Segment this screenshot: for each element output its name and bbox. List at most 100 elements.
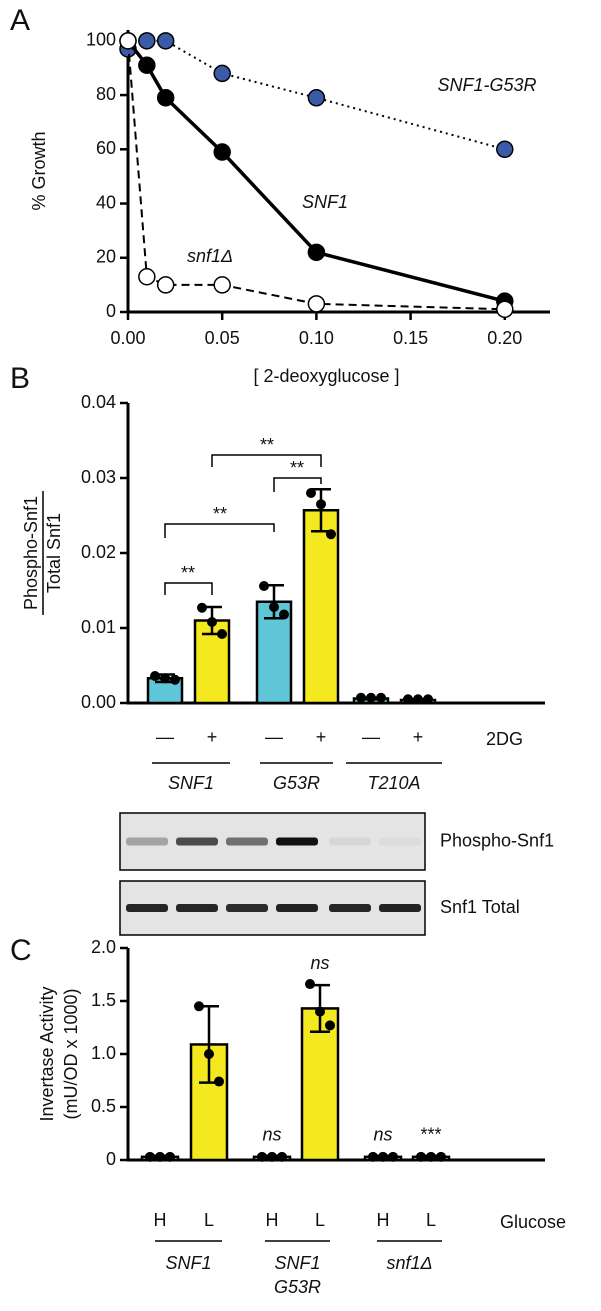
bar	[300, 1007, 340, 1162]
bar	[302, 509, 340, 705]
x-tick-label: 0.10	[299, 328, 334, 348]
panel-letter: B	[10, 362, 30, 395]
blot-band	[379, 904, 421, 912]
series-label: snf1Δ	[187, 246, 233, 266]
data-point	[496, 300, 514, 319]
replicate-point	[155, 1151, 165, 1162]
y-tick-label: 0.02	[81, 542, 116, 562]
replicate-point	[279, 609, 289, 620]
y-axis-label: Phospho-Snf1	[21, 496, 41, 610]
x-tick-label: H	[377, 1210, 390, 1230]
replicate-point	[150, 671, 160, 681]
y-tick-label: 0.5	[91, 1096, 116, 1116]
data-point	[213, 64, 231, 83]
significance-label: ns	[373, 1125, 392, 1145]
blot-band	[379, 837, 421, 846]
replicate-point	[267, 1151, 277, 1162]
y-tick-label: 60	[96, 138, 116, 158]
replicate-point	[368, 1151, 378, 1162]
group-label: G53R	[273, 773, 320, 793]
replicate-point	[376, 692, 386, 703]
x-axis-label: [ 2-deoxyglucose ]	[253, 366, 399, 386]
replicate-point	[160, 673, 170, 684]
blot-band	[329, 904, 371, 912]
data-point	[138, 32, 156, 50]
replicate-point	[207, 617, 217, 627]
y-tick-label: 100	[86, 30, 116, 50]
data-point	[307, 89, 326, 107]
significance-bracket	[211, 454, 322, 467]
significance-label: **	[260, 435, 274, 455]
replicate-point	[170, 674, 180, 685]
replicate-point	[204, 1049, 214, 1059]
replicate-point	[413, 694, 423, 705]
x-tick-label: L	[315, 1210, 325, 1230]
series-line	[127, 39, 506, 151]
x-tick-label: L	[204, 1210, 214, 1230]
replicate-point	[403, 694, 413, 705]
series-line	[127, 40, 505, 311]
replicate-point	[316, 499, 326, 510]
x-tick-label: +	[207, 727, 218, 747]
data-point	[213, 276, 231, 294]
replicate-point	[165, 1151, 175, 1162]
blot-label: Snf1 Total	[440, 897, 520, 917]
y-axis-label: Invertase Activity	[37, 986, 57, 1121]
blot-band	[176, 837, 218, 846]
group-label: SNF1	[165, 1253, 211, 1273]
replicate-point	[305, 979, 315, 990]
data-point	[156, 276, 175, 294]
y-axis-label: % Growth	[29, 131, 49, 210]
replicate-point	[197, 602, 207, 613]
y-tick-label: 40	[96, 192, 116, 212]
blot-band	[226, 837, 268, 846]
data-point	[213, 143, 231, 161]
replicate-point	[426, 1151, 436, 1162]
replicate-point	[306, 488, 316, 498]
significance-bracket	[164, 523, 275, 538]
series-label: SNF1	[302, 192, 348, 212]
blot-panel	[119, 880, 426, 936]
y-tick-label: 0	[106, 1149, 116, 1169]
y-tick-label: 0.01	[81, 617, 116, 637]
data-point	[119, 32, 137, 50]
replicate-point	[194, 1001, 204, 1012]
x-tick-label: —	[362, 727, 380, 747]
group-label: G53R	[274, 1277, 321, 1297]
replicate-point	[436, 1151, 446, 1162]
replicate-point	[259, 581, 269, 591]
y-tick-label: 0	[106, 301, 116, 321]
data-point	[307, 243, 326, 262]
significance-bracket	[273, 477, 322, 492]
significance-bracket	[164, 582, 213, 595]
replicate-point	[416, 1151, 426, 1162]
significance-label: ns	[262, 1125, 281, 1145]
replicate-point	[356, 692, 366, 703]
replicate-point	[326, 529, 336, 540]
blot-band	[176, 904, 218, 912]
x-tick-label: +	[316, 727, 327, 747]
replicate-point	[145, 1151, 155, 1162]
replicate-point	[315, 1006, 325, 1017]
x-tick-label: 0.00	[110, 328, 145, 348]
x-tick-label: H	[154, 1210, 167, 1230]
blot-band	[126, 904, 168, 912]
data-point	[496, 140, 514, 159]
replicate-point	[277, 1151, 287, 1162]
data-point	[307, 295, 326, 313]
y-tick-label: 20	[96, 247, 116, 267]
y-tick-label: 0.04	[81, 392, 116, 412]
y-tick-label: 1.5	[91, 990, 116, 1010]
blot-band	[276, 904, 318, 912]
replicate-point	[378, 1151, 388, 1162]
y-tick-label: 0.03	[81, 467, 116, 487]
significance-label: **	[290, 458, 304, 478]
replicate-point	[257, 1151, 267, 1162]
panel-letter: C	[10, 934, 32, 967]
x-tick-label: +	[413, 727, 424, 747]
group-label: SNF1	[274, 1253, 320, 1273]
series-label: SNF1-G53R	[437, 75, 536, 95]
y-axis-label: Total Snf1	[44, 513, 64, 593]
x-tick-label: —	[265, 727, 283, 747]
y-tick-label: 1.0	[91, 1043, 116, 1063]
